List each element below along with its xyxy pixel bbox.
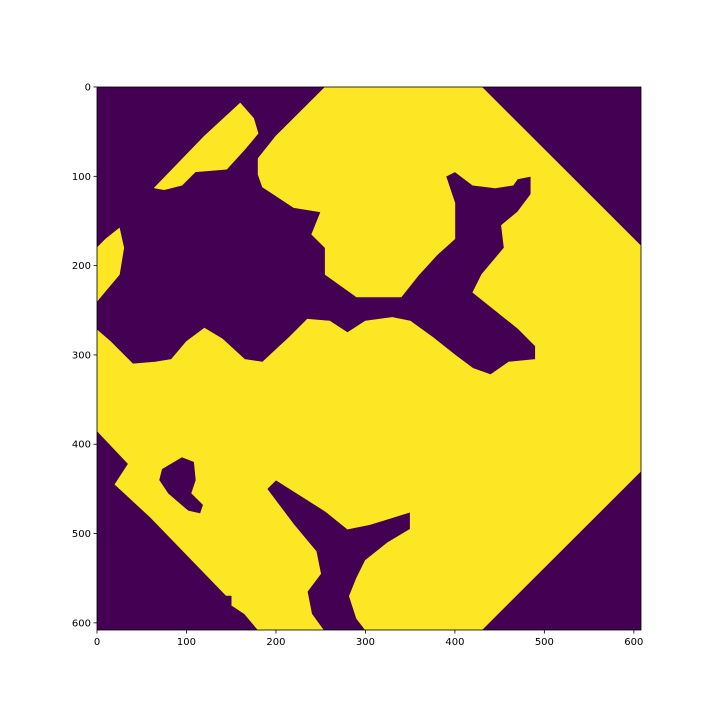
y-tick-label: 500 <box>72 529 91 540</box>
y-tick-label: 400 <box>72 440 91 451</box>
x-tick-label: 200 <box>266 637 285 648</box>
x-tick-label: 0 <box>94 637 100 648</box>
x-tick-label: 600 <box>624 637 643 648</box>
y-tick-label: 100 <box>72 172 91 183</box>
y-tick-label: 300 <box>72 350 91 361</box>
x-tick-label: 400 <box>445 637 464 648</box>
heatmap-region-lower-left-nub <box>222 596 231 605</box>
x-tick-label: 300 <box>356 637 375 648</box>
y-tick-label: 600 <box>72 618 91 629</box>
y-tick-label: 200 <box>72 261 91 272</box>
plot-area <box>97 87 641 630</box>
x-tick-label: 500 <box>535 637 554 648</box>
y-tick-label: 0 <box>85 83 91 94</box>
x-tick-label: 100 <box>177 637 196 648</box>
